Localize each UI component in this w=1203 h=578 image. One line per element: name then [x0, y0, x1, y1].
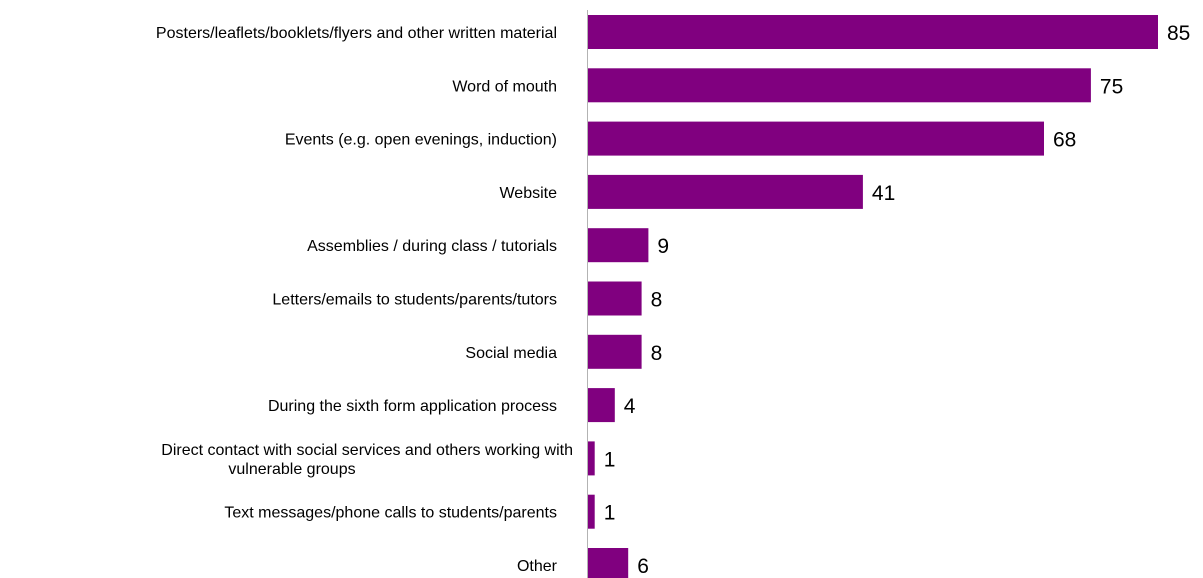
- category-label-line: Assemblies / during class / tutorials: [307, 238, 557, 255]
- bar-6: [588, 334, 642, 369]
- category-label-10: Other: [517, 558, 558, 575]
- data-label-1: 75: [1100, 75, 1123, 98]
- category-label-6: Social media: [465, 345, 557, 362]
- data-label-10: 6: [637, 555, 649, 578]
- data-label-6: 8: [651, 342, 663, 365]
- data-label-0: 85: [1167, 22, 1190, 45]
- data-label-3: 41: [872, 182, 895, 205]
- category-label-9: Text messages/phone calls to students/pa…: [224, 505, 557, 522]
- data-label-8: 1: [604, 448, 616, 471]
- data-label-5: 8: [651, 289, 663, 312]
- category-label-line: Text messages/phone calls to students/pa…: [224, 505, 557, 522]
- data-label-9: 1: [604, 502, 616, 525]
- bar-3: [588, 174, 863, 209]
- bar-8: [588, 441, 595, 476]
- category-label-line: Events (e.g. open evenings, induction): [285, 132, 557, 149]
- category-label-4: Assemblies / during class / tutorials: [307, 238, 557, 255]
- bar-10: [588, 548, 629, 578]
- bar-2: [588, 121, 1044, 156]
- category-label-5: Letters/emails to students/parents/tutor…: [272, 292, 557, 309]
- category-label-line: Other: [517, 558, 558, 575]
- bar-0: [588, 15, 1158, 49]
- category-label-line: Direct contact with social services and …: [161, 442, 573, 459]
- category-label-line: Letters/emails to students/parents/tutor…: [272, 292, 557, 309]
- category-label-line: Posters/leaflets/booklets/flyers and oth…: [156, 25, 557, 42]
- category-labels-group: Posters/leaflets/booklets/flyers and oth…: [156, 25, 573, 575]
- category-label-3: Website: [499, 185, 557, 202]
- category-label-line: vulnerable groups: [228, 461, 355, 478]
- category-label-line: During the sixth form application proces…: [268, 398, 557, 415]
- category-label-line: Social media: [465, 345, 557, 362]
- category-label-2: Events (e.g. open evenings, induction): [285, 132, 557, 149]
- bar-9: [588, 494, 595, 529]
- data-label-4: 9: [657, 235, 669, 258]
- category-label-line: Word of mouth: [452, 78, 557, 95]
- bar-4: [588, 228, 649, 263]
- bar-7: [588, 388, 615, 423]
- data-label-2: 68: [1053, 129, 1076, 152]
- category-label-7: During the sixth form application proces…: [268, 398, 557, 415]
- bars-group: [588, 15, 1158, 578]
- bar-1: [588, 68, 1091, 103]
- category-label-line: Website: [499, 185, 557, 202]
- data-label-7: 4: [624, 395, 636, 418]
- bar-5: [588, 281, 642, 316]
- category-label-1: Word of mouth: [452, 78, 557, 95]
- category-label-0: Posters/leaflets/booklets/flyers and oth…: [156, 25, 557, 42]
- category-label-8: Direct contact with social services and …: [161, 442, 573, 478]
